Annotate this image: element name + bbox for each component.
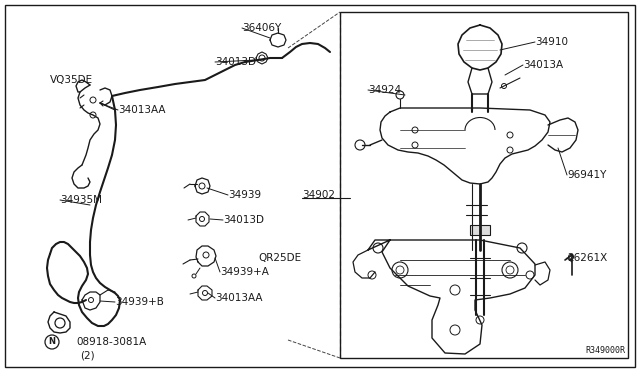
Text: VQ35DE: VQ35DE: [50, 75, 93, 85]
Text: 34013D: 34013D: [223, 215, 264, 225]
Text: 34935M: 34935M: [60, 195, 102, 205]
Text: 34910: 34910: [535, 37, 568, 47]
Text: N: N: [49, 337, 56, 346]
Text: 34939+A: 34939+A: [220, 267, 269, 277]
Text: (2): (2): [80, 350, 95, 360]
Text: QR25DE: QR25DE: [258, 253, 301, 263]
Text: 36406Y: 36406Y: [242, 23, 281, 33]
Text: 08918-3081A: 08918-3081A: [76, 337, 147, 347]
Text: 96941Y: 96941Y: [567, 170, 606, 180]
Bar: [470, 225, 490, 235]
Text: 26261X: 26261X: [567, 253, 607, 263]
Text: 34013AA: 34013AA: [118, 105, 166, 115]
Text: R349000R: R349000R: [585, 346, 625, 355]
Text: 34939+B: 34939+B: [115, 297, 164, 307]
Text: 34902: 34902: [302, 190, 335, 200]
Text: 34924: 34924: [368, 85, 401, 95]
Text: 34013D: 34013D: [215, 57, 256, 67]
Text: 34939: 34939: [228, 190, 261, 200]
Text: 34013AA: 34013AA: [215, 293, 262, 303]
Bar: [340, 12, 628, 358]
Text: 34013A: 34013A: [523, 60, 563, 70]
